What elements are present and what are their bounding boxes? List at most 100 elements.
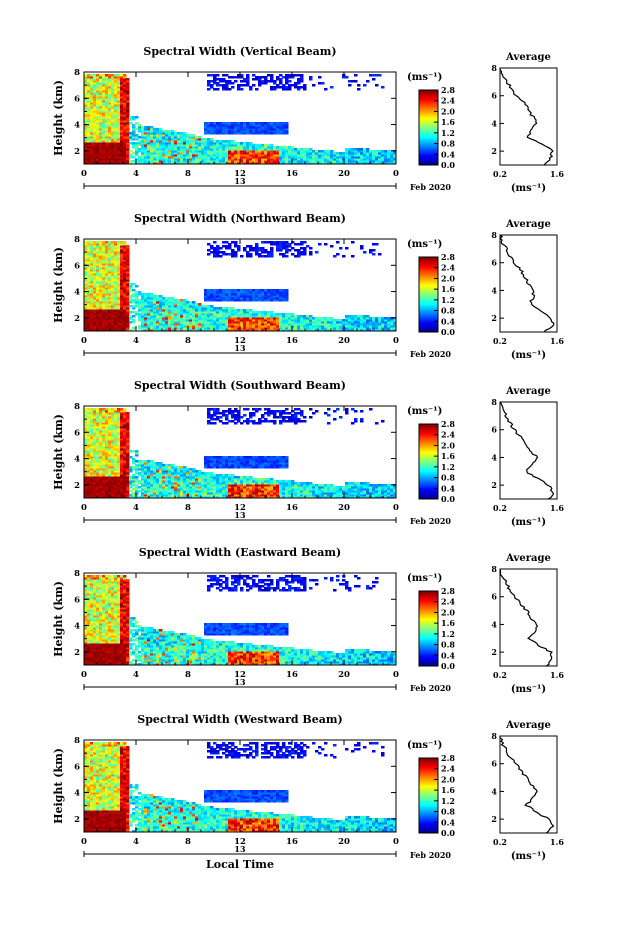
heatmap-cell [246,291,250,294]
heatmap-cell [123,482,127,485]
heatmap-cell [114,138,118,141]
heatmap-cell [105,327,109,330]
heatmap-cell [105,329,109,332]
heatmap-cell [249,130,253,133]
heatmap-cell [348,317,352,320]
heatmap-cell [210,152,214,155]
heatmap-cell [309,319,313,322]
heatmap-cell [120,144,124,147]
heatmap-cell [282,146,286,149]
heatmap-cell [102,410,106,413]
heatmap-cell [105,450,109,453]
heatmap-cell [171,138,175,141]
heatmap-cell [114,259,118,262]
heatmap-cell [228,313,232,316]
heatmap-cell [135,116,139,119]
heatmap-cell [108,325,112,328]
heatmap-cell [192,160,196,163]
heatmap-cell [234,160,238,163]
heatmap-cell [153,319,157,322]
heatmap-cell [96,132,100,135]
heatmap-cell [102,94,106,97]
heatmap-cell [105,301,109,304]
heatmap-cell [225,74,229,77]
heatmap-cell [246,309,250,312]
heatmap-cell [306,158,310,161]
heatmap-cell [258,132,262,135]
heatmap-cell [123,106,127,109]
heatmap-cell [300,78,304,81]
heatmap-cell [102,154,106,157]
heatmap-cell [366,319,370,322]
heatmap-cell [99,124,103,127]
heatmap-cell [102,88,106,91]
heatmap-cell [195,303,199,306]
heatmap-cell [108,438,112,441]
heatmap-cell [387,325,391,328]
heatmap-cell [120,464,124,467]
heatmap-cell [129,450,133,453]
heatmap-cell [186,142,190,145]
heatmap-cell [384,325,388,328]
heatmap-cell [108,92,112,95]
heatmap-cell [222,142,226,145]
heatmap-cell [135,295,139,298]
heatmap-cell [180,299,184,302]
heatmap-cell [117,243,121,246]
heatmap-cell [198,162,202,165]
heatmap-cell [243,289,247,292]
heatmap-cell [114,160,118,163]
heatmap-cell [270,152,274,155]
heatmap-cell [117,78,121,81]
heatmap-cell [249,321,253,324]
heatmap-cell [153,136,157,139]
heatmap-cell [264,315,268,318]
heatmap-cell [159,138,163,141]
heatmap-cell [111,160,115,163]
heatmap-cell [288,158,292,161]
heatmap-cell [222,86,226,89]
heatmap-cell [96,420,100,423]
heatmap-cell [111,269,115,272]
heatmap-cell [147,140,151,143]
heatmap-cell [93,160,97,163]
heatmap-cell [117,440,121,443]
heatmap-cell [87,444,91,447]
heatmap-cell [216,88,220,91]
heatmap-cell [120,122,124,125]
heatmap-cell [189,162,193,165]
heatmap-cell [237,247,241,250]
heatmap-cell [303,323,307,326]
y-tick-label: 4 [74,288,80,298]
heatmap-cell [279,329,283,332]
heatmap-cell [99,472,103,475]
heatmap-cell [210,132,214,135]
heatmap-cell [96,291,100,294]
heatmap-cell [96,277,100,280]
heatmap-cell [222,124,226,127]
heatmap-cell [252,132,256,135]
heatmap-cell [117,416,121,419]
heatmap-cell [90,305,94,308]
heatmap-cell [102,146,106,149]
heatmap-cell [123,150,127,153]
heatmap-cell [288,148,292,151]
heatmap-cell [93,136,97,139]
heatmap-cell [153,323,157,326]
heatmap-cell [150,126,154,129]
colorbar-step [419,320,438,323]
heatmap-cell [279,315,283,318]
heatmap-cell [93,422,97,425]
heatmap-cell [279,80,283,83]
heatmap-cell [117,470,121,473]
heatmap-cell [162,136,166,139]
heatmap-cell [249,325,253,328]
heatmap-cell [99,257,103,260]
heatmap-cell [123,98,127,101]
heatmap-cell [147,130,151,133]
heatmap-cell [222,140,226,143]
heatmap-cell [249,142,253,145]
heatmap-cell [105,118,109,121]
heatmap-cell [114,116,118,119]
heatmap-cell [207,148,211,151]
